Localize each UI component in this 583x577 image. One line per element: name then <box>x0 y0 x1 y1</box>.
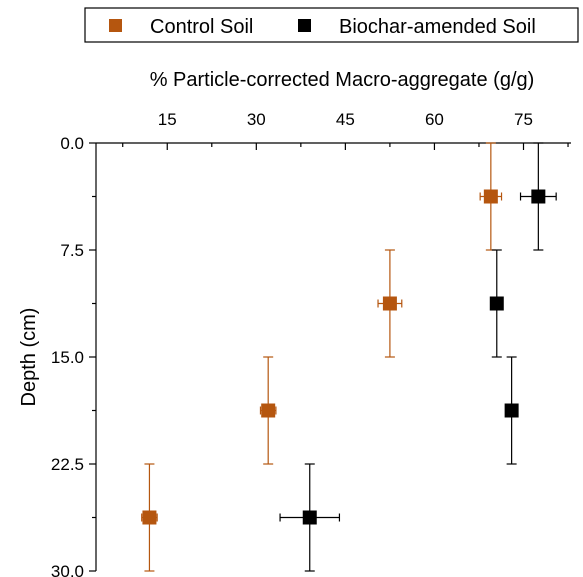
series-control <box>141 142 503 572</box>
y-ticks: 0.0 7.5 15.0 22.5 30.0 <box>51 134 96 577</box>
data-point <box>531 189 546 204</box>
data-point <box>302 510 317 525</box>
legend-label-biochar: Biochar-amended Soil <box>339 16 536 38</box>
legend-marker-control <box>109 19 122 32</box>
data-point <box>489 296 504 311</box>
y-tick-label: 0.0 <box>60 134 84 153</box>
x-axis-title: % Particle-corrected Macro-aggregate (g/… <box>150 69 535 91</box>
x-tick-label: 45 <box>336 110 355 129</box>
y-tick-label: 22.5 <box>51 455 84 474</box>
y-axis-title: Depth (cm) <box>18 308 40 407</box>
plot-area <box>141 142 557 572</box>
data-point <box>504 403 519 418</box>
series-biochar <box>279 142 557 572</box>
legend-label-control: Control Soil <box>150 16 253 38</box>
legend-marker-biochar <box>298 19 311 32</box>
x-tick-label: 30 <box>247 110 266 129</box>
x-ticks: 15 30 45 60 75 <box>122 110 569 150</box>
y-tick-label: 7.5 <box>60 241 84 260</box>
x-tick-label: 75 <box>514 110 533 129</box>
legend-box <box>84 7 579 43</box>
y-tick-label: 30.0 <box>51 562 84 577</box>
y-tick-label: 15.0 <box>51 348 84 367</box>
data-point <box>382 296 397 311</box>
data-point <box>142 510 157 525</box>
data-point <box>483 189 498 204</box>
x-tick-label: 15 <box>158 110 177 129</box>
data-point <box>261 403 276 418</box>
x-tick-label: 60 <box>425 110 444 129</box>
legend: Control Soil Biochar-amended Soil <box>84 7 579 43</box>
